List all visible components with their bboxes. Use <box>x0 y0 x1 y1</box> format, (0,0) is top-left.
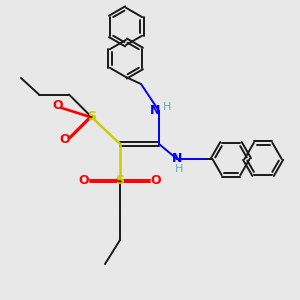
Text: O: O <box>52 99 63 112</box>
Text: O: O <box>79 173 89 187</box>
Text: S: S <box>116 173 124 187</box>
Text: H: H <box>175 164 184 174</box>
Text: S: S <box>87 110 96 124</box>
Text: N: N <box>172 152 182 166</box>
Text: H: H <box>163 102 172 112</box>
Text: N: N <box>150 104 161 118</box>
Text: O: O <box>60 133 70 146</box>
Text: O: O <box>151 173 161 187</box>
